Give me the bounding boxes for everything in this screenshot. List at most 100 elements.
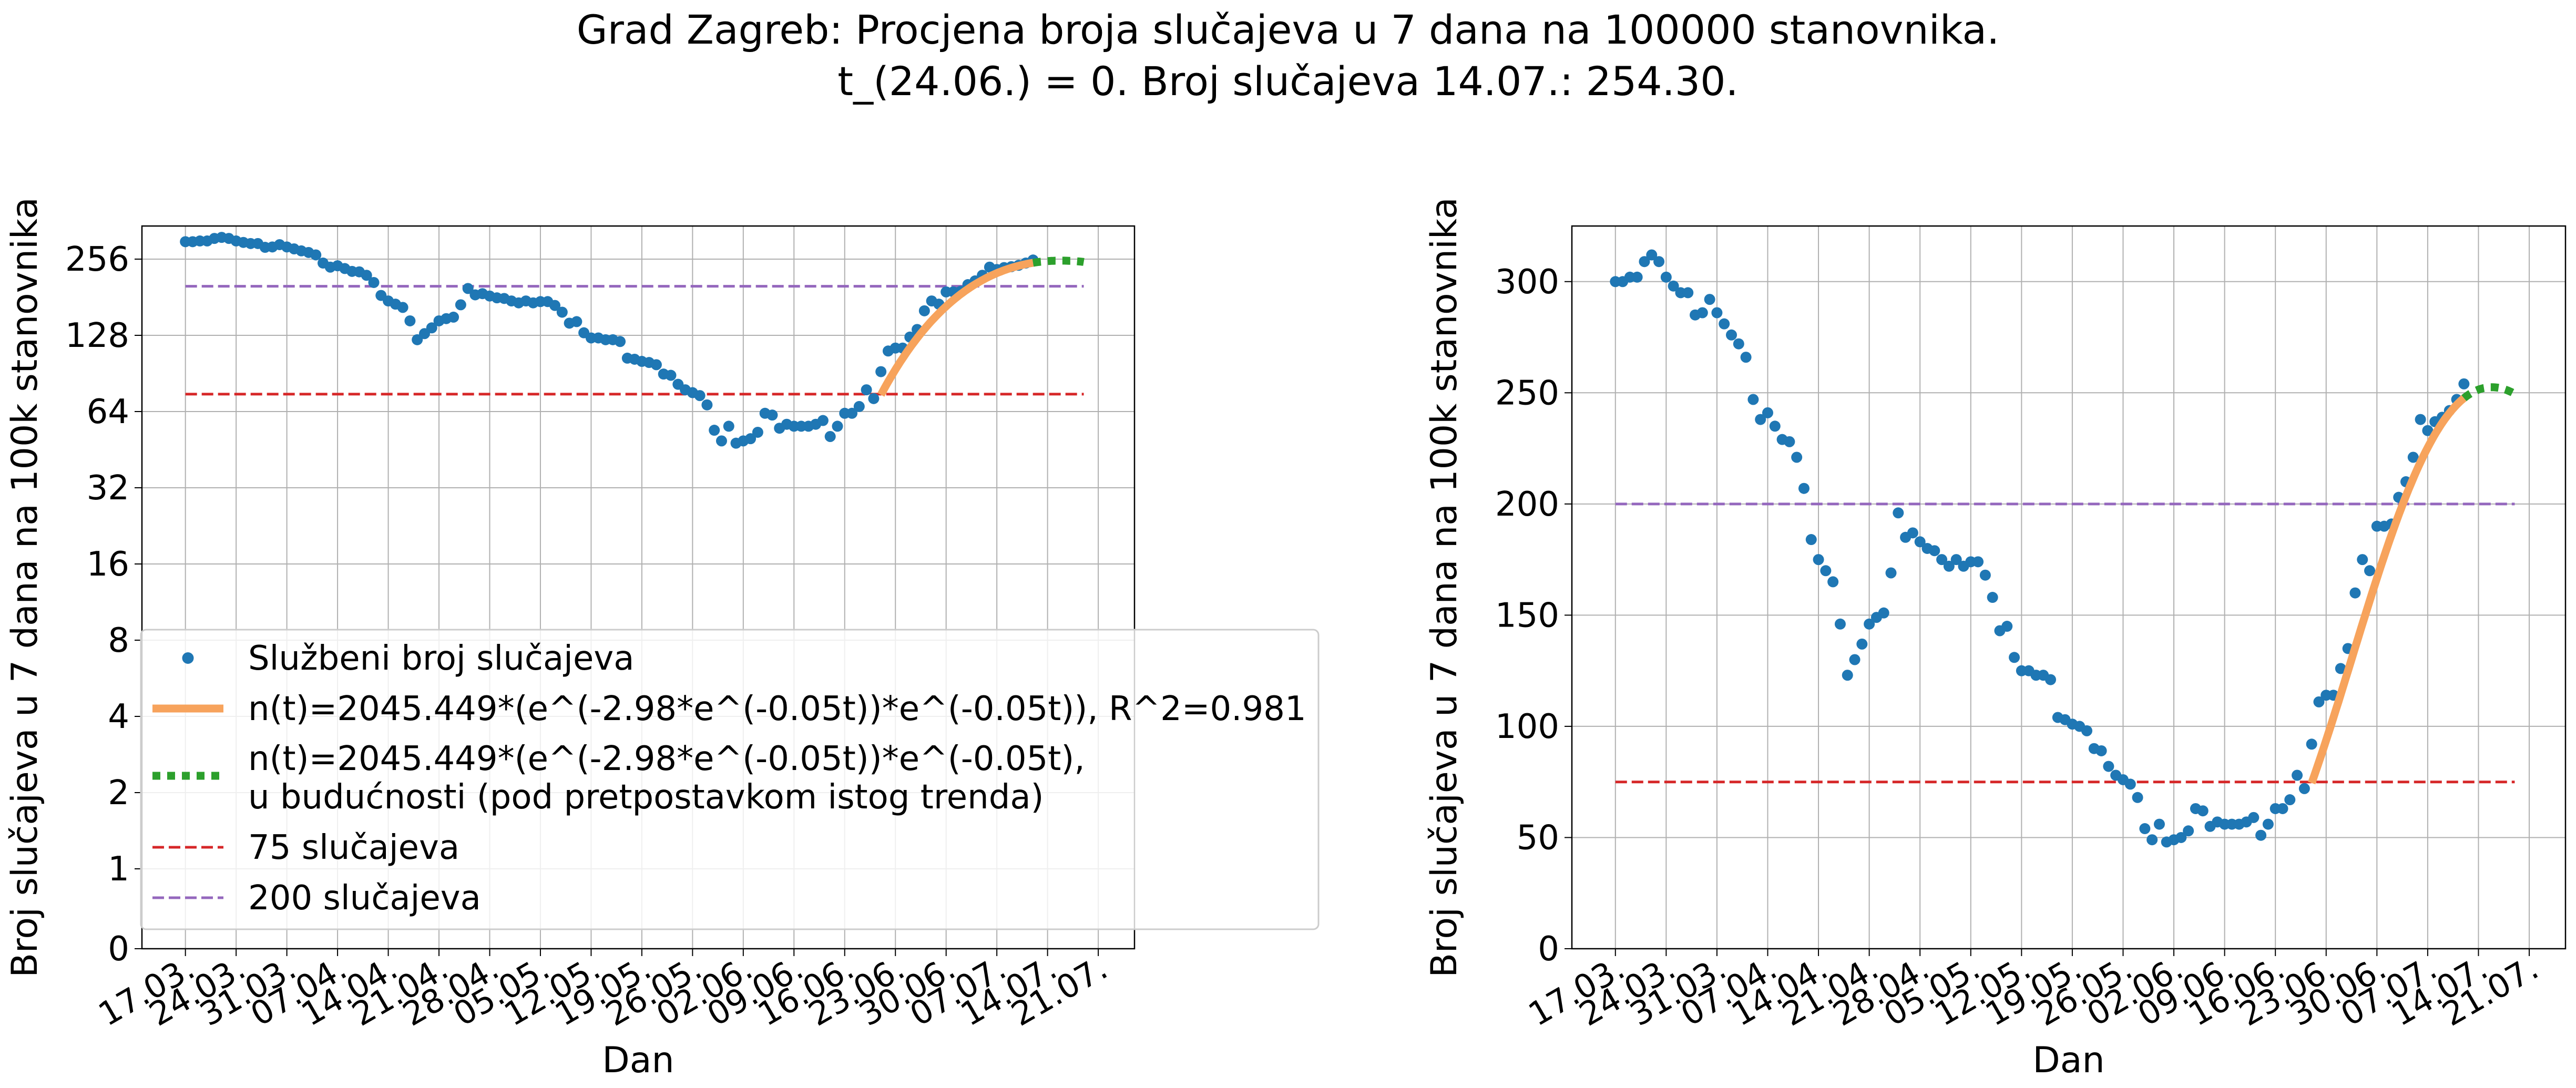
data-point bbox=[1682, 287, 1694, 299]
data-point bbox=[1820, 565, 1832, 577]
data-point bbox=[861, 384, 872, 396]
data-point bbox=[701, 399, 713, 410]
data-point bbox=[1936, 554, 1948, 566]
data-point bbox=[397, 302, 408, 313]
data-point bbox=[2081, 725, 2092, 736]
data-point bbox=[2248, 812, 2260, 823]
data-point bbox=[1827, 576, 1839, 588]
data-point bbox=[2103, 761, 2114, 772]
data-point bbox=[2146, 834, 2158, 846]
y-tick-label: 8 bbox=[108, 621, 129, 660]
data-point bbox=[766, 409, 778, 421]
y-tick-label: 250 bbox=[1495, 374, 1559, 413]
data-point bbox=[2132, 792, 2143, 803]
data-point bbox=[2313, 696, 2325, 707]
data-point bbox=[368, 276, 380, 288]
figure-title: Grad Zagreb: Procjena broja slučajeva u … bbox=[0, 4, 2576, 107]
chart-right-linear: 17.03.24.03.31.03.07.04.14.04.21.04.28.0… bbox=[1424, 197, 2567, 1081]
chart-left-log: 17.03.24.03.31.03.07.04.14.04.21.04.28.0… bbox=[4, 197, 1320, 1081]
data-point bbox=[832, 420, 843, 432]
data-point bbox=[1907, 527, 1918, 539]
y-tick-label: 1 bbox=[108, 850, 129, 889]
data-point bbox=[1719, 318, 1730, 330]
data-point bbox=[1914, 536, 1926, 548]
y-tick-label: 128 bbox=[65, 316, 129, 355]
y-tick-label: 150 bbox=[1495, 596, 1559, 635]
legend-label-75: 75 slučajeva bbox=[248, 828, 459, 867]
x-axis-label: Dan bbox=[2032, 1040, 2104, 1081]
data-point bbox=[1798, 483, 1810, 494]
data-point bbox=[2415, 414, 2426, 425]
data-point bbox=[448, 311, 459, 323]
future-trend-curve bbox=[2461, 383, 2517, 402]
data-point bbox=[817, 415, 829, 426]
data-point bbox=[2139, 823, 2151, 835]
fit-curve bbox=[2308, 395, 2467, 785]
data-point bbox=[1885, 567, 1897, 579]
data-point bbox=[752, 426, 763, 438]
data-point bbox=[868, 393, 880, 404]
data-point bbox=[2262, 818, 2274, 830]
future-trend-curve bbox=[1032, 256, 1085, 267]
data-point bbox=[2306, 738, 2317, 750]
y-tick-label: 50 bbox=[1517, 818, 1559, 857]
legend-label-fit: n(t)=2045.449*(e^(-2.98*e^(-0.05t))*e^(-… bbox=[248, 690, 1306, 728]
data-point bbox=[426, 322, 437, 334]
legend-label-200: 200 slučajeva bbox=[248, 879, 481, 918]
data-point bbox=[2095, 745, 2107, 756]
y-tick-label: 0 bbox=[108, 930, 129, 969]
data-point bbox=[455, 299, 466, 311]
data-point bbox=[650, 359, 662, 371]
data-point bbox=[853, 401, 865, 412]
data-point bbox=[1704, 294, 1715, 305]
data-point bbox=[665, 369, 677, 381]
data-point bbox=[1762, 407, 1773, 418]
data-point bbox=[1653, 256, 1665, 268]
data-point bbox=[1711, 307, 1723, 319]
title-line-1: Grad Zagreb: Procjena broja slučajeva u … bbox=[576, 6, 2000, 53]
data-point bbox=[2422, 425, 2434, 436]
data-point bbox=[1747, 394, 1759, 405]
data-point bbox=[2292, 769, 2303, 781]
data-point bbox=[846, 407, 858, 419]
data-point bbox=[412, 334, 423, 345]
y-tick-label: 256 bbox=[65, 240, 129, 279]
data-point bbox=[462, 283, 474, 294]
data-point bbox=[1878, 607, 1889, 619]
y-tick-label: 32 bbox=[87, 469, 129, 508]
data-point bbox=[1972, 556, 1984, 568]
plot-frame bbox=[141, 225, 1136, 950]
data-point bbox=[918, 305, 930, 316]
data-point bbox=[2407, 451, 2419, 463]
data-point bbox=[1805, 534, 1817, 546]
data-point bbox=[2335, 663, 2346, 674]
data-point bbox=[1987, 592, 1998, 603]
y-tick-label: 100 bbox=[1495, 707, 1559, 746]
data-point bbox=[715, 435, 727, 447]
y-tick-label: 0 bbox=[1538, 930, 1559, 969]
y-tick-label: 16 bbox=[87, 545, 129, 584]
data-point bbox=[2124, 778, 2136, 790]
data-point bbox=[571, 316, 582, 327]
data-point bbox=[2045, 674, 2057, 685]
plot-frame bbox=[1571, 225, 2567, 950]
data-point bbox=[1849, 654, 1861, 665]
y-tick-label: 200 bbox=[1495, 485, 1559, 524]
data-point bbox=[1856, 638, 1868, 650]
data-point bbox=[875, 366, 887, 377]
data-point bbox=[694, 390, 706, 402]
data-point bbox=[1646, 249, 1658, 261]
data-point bbox=[404, 315, 416, 326]
title-line-2: t_(24.06.) = 0. Broj slučajeva 14.07.: 2… bbox=[837, 58, 1739, 105]
data-point bbox=[556, 306, 568, 318]
data-point bbox=[2357, 554, 2368, 566]
data-point bbox=[1784, 436, 1795, 447]
data-point bbox=[824, 430, 836, 442]
data-point bbox=[1769, 420, 1781, 432]
data-point bbox=[1813, 554, 1824, 566]
y-tick-label: 2 bbox=[108, 774, 129, 813]
data-point bbox=[745, 433, 757, 445]
data-point bbox=[1834, 618, 1846, 630]
data-point bbox=[2255, 829, 2267, 841]
